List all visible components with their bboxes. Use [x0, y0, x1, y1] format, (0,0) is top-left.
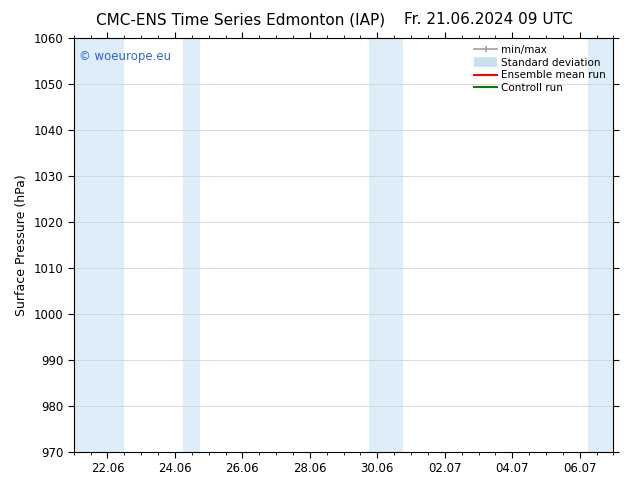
Y-axis label: Surface Pressure (hPa): Surface Pressure (hPa): [15, 174, 28, 316]
Text: CMC-ENS Time Series Edmonton (IAP): CMC-ENS Time Series Edmonton (IAP): [96, 12, 385, 27]
Bar: [369, 38, 385, 452]
Bar: [588, 38, 614, 452]
Bar: [183, 38, 200, 452]
Bar: [385, 38, 403, 452]
Legend: min/max, Standard deviation, Ensemble mean run, Controll run: min/max, Standard deviation, Ensemble me…: [472, 43, 608, 95]
Text: © woeurope.eu: © woeurope.eu: [79, 50, 171, 63]
Bar: [74, 38, 124, 452]
Text: Fr. 21.06.2024 09 UTC: Fr. 21.06.2024 09 UTC: [404, 12, 573, 27]
